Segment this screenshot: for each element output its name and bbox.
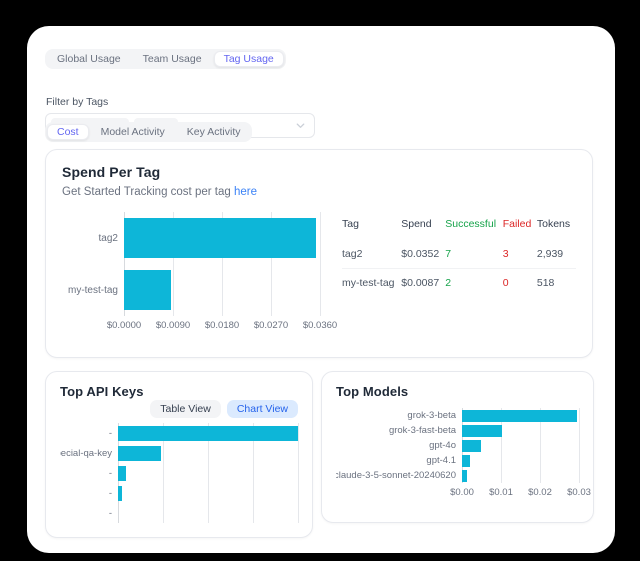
chart-category-label: - (108, 487, 112, 499)
chart-gridline (253, 423, 254, 523)
chart-axis-tick-label: $0.03 (567, 487, 591, 498)
chart-gridline (222, 212, 223, 316)
chevron-down-icon[interactable] (295, 120, 306, 131)
view-toggle: Table View Chart View (60, 400, 298, 418)
subtitle-text: Get Started Tracking cost per tag (62, 186, 231, 198)
filter-by-tags-label: Filter by Tags (46, 96, 109, 108)
chart-category-label: grok-3-fast-beta (388, 425, 456, 436)
chart-gridline (539, 408, 541, 483)
chart-gridline (500, 408, 502, 483)
usage-view-tabs: Cost Model Activity Key Activity (45, 122, 253, 142)
chart-bar (462, 439, 482, 452)
chart-axis-tick-label: $0.0090 (155, 320, 191, 331)
chart-gridline (298, 423, 299, 523)
tab-tag-usage[interactable]: Tag Usage (213, 51, 284, 67)
chart-category-label: - (108, 427, 112, 439)
chart-axis-tick-label: $0.0180 (204, 320, 240, 331)
top-models-chart: grok-3-beta grok-3-fast-beta gpt-4o gpt-4.1… (336, 408, 591, 501)
chart-y-axis-line (124, 212, 125, 316)
chart-gridline (320, 212, 321, 316)
table-view-button[interactable]: Table View (150, 400, 221, 418)
cell-tag: my-test-tag (342, 277, 395, 289)
top-models-title: Top Models (336, 384, 409, 399)
tab-team-usage[interactable]: Team Usage (142, 53, 202, 65)
spend-per-tag-subtitle: Get Started Tracking cost per tag here (62, 186, 576, 198)
table-header-row: Tag Spend Successful Failed Tokens (342, 214, 576, 240)
top-models-card: Top Models grok-3-beta grok-3-fast-beta gp… (321, 371, 594, 523)
chart-gridline (579, 408, 580, 483)
chart-bar (462, 469, 467, 482)
chart-bar (118, 425, 298, 441)
cell-tag: tag2 (342, 240, 402, 269)
chart-category-label: pecial-qa-key (60, 447, 112, 459)
table-row: tag2 $0.0352 7 3 2,939 (342, 240, 576, 269)
col-failed: Failed (502, 218, 532, 230)
chart-gridline (271, 212, 272, 316)
col-spend: Spend (401, 218, 432, 230)
spend-per-tag-title: Spend Per Tag (62, 164, 161, 180)
chart-gridline (208, 423, 209, 523)
col-tag: Tag (342, 218, 359, 230)
chart-category-label: tag2 (98, 232, 118, 244)
top-api-keys-chart: - pecial-qa-key - - - (60, 423, 299, 523)
cell-tokens: 2,939 (536, 240, 576, 269)
chart-category-label: my-test-tag (67, 284, 118, 296)
chart-bar (124, 218, 316, 258)
cell-failed: 0 (502, 277, 509, 289)
chart-category-label: gpt-4o (429, 440, 456, 451)
chart-bar (118, 485, 123, 501)
cell-spend: $0.0352 (401, 240, 446, 269)
col-successful: Successful (445, 218, 497, 230)
table-row: my-test-tag $0.0087 2 0 518 (342, 269, 576, 298)
chart-bar (462, 424, 502, 437)
tab-key-activity[interactable]: Key Activity (186, 126, 241, 138)
chart-bar (124, 270, 172, 310)
chart-axis-tick-label: $0.02 (528, 487, 552, 498)
chart-axis-tick-label: $0.0360 (302, 320, 338, 331)
usage-dashboard-panel: Global Usage Team Usage Tag Usage Filter… (27, 26, 615, 553)
chart-category-label: grok-3-beta (407, 410, 456, 421)
usage-scope-tabs: Global Usage Team Usage Tag Usage (45, 49, 286, 69)
col-tokens: Tokens (536, 218, 571, 230)
cell-successful: 7 (445, 240, 503, 269)
spend-per-tag-table: Tag Spend Successful Failed Tokens tag2 … (342, 214, 576, 334)
chart-category-label: - (108, 467, 112, 479)
spend-per-tag-chart: tag2 my-test-tag $0.0000 $0.0090 $0.0180 $0.0… (62, 212, 337, 334)
cell-spend: $0.0087 (401, 277, 440, 289)
chart-category-label: gpt-4.1 (426, 455, 456, 466)
chart-category-label: - (108, 507, 112, 519)
top-api-keys-card: Top API Keys Table View Chart View - peci… (45, 371, 313, 538)
top-api-keys-title: Top API Keys (60, 384, 144, 399)
chart-view-button[interactable]: Chart View (226, 400, 298, 418)
chart-bar (462, 454, 470, 467)
chart-bar (118, 445, 162, 461)
chart-bar (118, 465, 127, 481)
chart-gridline (163, 423, 164, 523)
tracking-docs-link[interactable]: here (233, 186, 257, 198)
chart-gridline (173, 212, 174, 316)
tab-global-usage[interactable]: Global Usage (57, 53, 121, 65)
cell-successful: 2 (445, 277, 452, 289)
chart-bar (462, 409, 578, 422)
spend-per-tag-card: Spend Per Tag Get Started Tracking cost … (45, 149, 593, 358)
chart-axis-tick-label: $0.0270 (253, 320, 289, 331)
tab-model-activity[interactable]: Model Activity (100, 126, 165, 138)
cell-failed: 3 (502, 240, 537, 269)
cell-tokens: 518 (536, 277, 555, 289)
chart-axis-tick-label: $0.00 (450, 487, 474, 498)
chart-axis-tick-label: $0.0000 (106, 320, 142, 331)
chart-category-label: claude-3-5-sonnet-20240620 (336, 470, 456, 481)
chart-axis-tick-label: $0.01 (489, 487, 513, 498)
tab-cost[interactable]: Cost (47, 124, 89, 140)
